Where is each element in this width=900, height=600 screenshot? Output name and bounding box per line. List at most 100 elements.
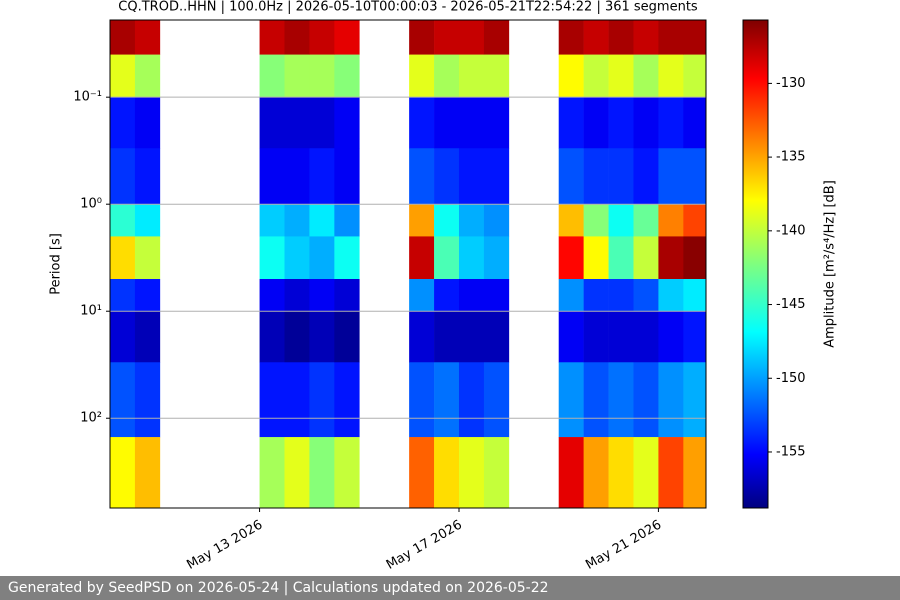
heatmap-cell: [334, 236, 360, 280]
heatmap-cell: [409, 279, 435, 312]
heatmap-cell: [558, 311, 584, 363]
heatmap-cell: [683, 279, 706, 312]
heatmap-cell: [134, 54, 161, 98]
heatmap-cell: [658, 20, 684, 55]
heatmap-cell: [334, 437, 360, 508]
heatmap-cell: [608, 148, 634, 205]
heatmap-cell: [658, 279, 684, 312]
heatmap-cell: [134, 204, 161, 237]
heatmap-cell: [259, 362, 285, 438]
heatmap-cell: [284, 20, 310, 55]
heatmap-cell: [110, 54, 136, 98]
heatmap-cell: [434, 97, 460, 149]
heatmap-cell: [409, 236, 435, 280]
heatmap-cell: [134, 236, 161, 280]
colorbar: [742, 19, 769, 509]
heatmap-cell: [683, 236, 706, 280]
heatmap-cell: [259, 20, 285, 55]
heatmap-cell: [409, 97, 435, 149]
heatmap-cell: [458, 311, 485, 363]
heatmap-cell: [683, 311, 706, 363]
heatmap-cell: [558, 148, 584, 205]
heatmap-cell: [309, 362, 335, 438]
heatmap-cell: [583, 311, 609, 363]
heatmap-cell: [558, 236, 584, 280]
heatmap-cell: [483, 97, 510, 149]
heatmap-cell: [583, 362, 609, 438]
heatmap-cell: [633, 362, 659, 438]
heatmap-cell: [558, 97, 584, 149]
heatmap-cell: [608, 437, 634, 508]
heatmap-cell: [134, 279, 161, 312]
heatmap: [110, 20, 706, 508]
heatmap-cell: [558, 20, 584, 55]
heatmap-cell: [259, 54, 285, 98]
heatmap-cell: [558, 279, 584, 312]
heatmap-cell: [633, 236, 659, 280]
colorbar-tick-label: -150: [776, 371, 806, 386]
heatmap-cell: [683, 362, 706, 438]
heatmap-cell: [458, 204, 485, 237]
heatmap-cell: [309, 97, 335, 149]
heatmap-cell: [134, 20, 161, 55]
footer: Generated by SeedPSD on 2026-05-24 | Cal…: [0, 576, 900, 600]
heatmap-cell: [284, 437, 310, 508]
heatmap-cell: [583, 20, 609, 55]
heatmap-cell: [334, 362, 360, 438]
heatmap-cell: [334, 204, 360, 237]
heatmap-cell: [259, 437, 285, 508]
heatmap-cell: [409, 437, 435, 508]
heatmap-cell: [483, 311, 510, 363]
heatmap-cell: [134, 362, 161, 438]
heatmap-cell: [284, 54, 310, 98]
heatmap-cell: [608, 362, 634, 438]
heatmap-cell: [458, 97, 485, 149]
heatmap-cell: [608, 279, 634, 312]
heatmap-cell: [284, 311, 310, 363]
heatmap-cell: [110, 362, 136, 438]
heatmap-cell: [134, 97, 161, 149]
heatmap-cell: [633, 97, 659, 149]
heatmap-cell: [259, 204, 285, 237]
heatmap-cell: [658, 236, 684, 280]
heatmap-cell: [458, 148, 485, 205]
x-tick-label: May 17 2026: [384, 518, 465, 573]
y-axis-label: Period [s]: [49, 233, 64, 295]
heatmap-cell: [608, 311, 634, 363]
heatmap-cell: [110, 148, 136, 205]
heatmap-cell: [434, 54, 460, 98]
heatmap-cell: [583, 148, 609, 205]
heatmap-cell: [483, 204, 510, 237]
heatmap-cell: [284, 362, 310, 438]
heatmap-cell: [259, 148, 285, 205]
heatmap-cell: [633, 311, 659, 363]
heatmap-cell: [658, 204, 684, 237]
heatmap-cell: [309, 148, 335, 205]
heatmap-cell: [334, 279, 360, 312]
heatmap-cell: [583, 54, 609, 98]
heatmap-cell: [683, 437, 706, 508]
heatmap-cell: [608, 204, 634, 237]
y-tick-label: 10²: [80, 411, 102, 426]
heatmap-cell: [309, 54, 335, 98]
heatmap-cell: [658, 437, 684, 508]
heatmap-cell: [334, 97, 360, 149]
heatmap-cell: [633, 148, 659, 205]
heatmap-cell: [409, 54, 435, 98]
heatmap-cell: [583, 204, 609, 237]
colorbar-tick-label: -135: [776, 150, 806, 165]
heatmap-cell: [483, 20, 510, 55]
heatmap-cell: [284, 148, 310, 205]
heatmap-cell: [434, 204, 460, 237]
heatmap-cell: [633, 20, 659, 55]
heatmap-cell: [683, 20, 706, 55]
x-tick-label: May 21 2026: [583, 518, 664, 573]
y-tick-label: 10⁰: [80, 197, 102, 212]
colorbar-tick-label: -130: [776, 76, 806, 91]
heatmap-cell: [583, 279, 609, 312]
heatmap-cell: [259, 279, 285, 312]
heatmap-cell: [309, 279, 335, 312]
heatmap-cell: [334, 148, 360, 205]
colorbar-tick-label: -155: [776, 444, 806, 459]
heatmap-cell: [658, 54, 684, 98]
